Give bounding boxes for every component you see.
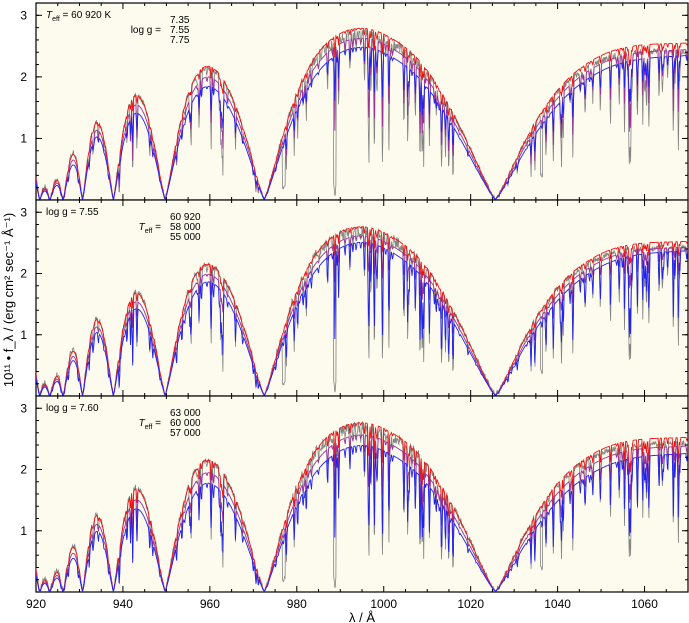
- x-tick-label: 980: [287, 597, 307, 611]
- y-tick-label: 3: [20, 8, 27, 22]
- legend-prefix: Teff =: [139, 222, 162, 235]
- panel-parameter-label: log g = 7.55: [46, 207, 99, 218]
- model-series-3: [36, 46, 688, 200]
- legend-entry: 57 000: [170, 428, 201, 439]
- model-series-2: [36, 434, 688, 592]
- y-tick-label: 3: [20, 401, 27, 415]
- x-tick-label: 920: [26, 597, 46, 611]
- x-tick-label: 1060: [631, 597, 658, 611]
- legend-entry: 60 000: [170, 418, 201, 429]
- legend-entry: 7.35: [170, 15, 190, 26]
- observed-spectrum: [36, 225, 688, 396]
- x-tick-label: 940: [113, 597, 133, 611]
- x-tick-label: 1000: [370, 597, 397, 611]
- plot-area: [36, 421, 688, 592]
- y-tick-label: 2: [20, 463, 27, 477]
- panel-parameter-label: Teff = 60 920 K: [46, 10, 112, 23]
- model-series-1: [36, 27, 688, 200]
- model-series-1: [36, 422, 688, 592]
- y-tick-label: 1: [20, 524, 27, 538]
- y-tick-label: 1: [20, 328, 27, 342]
- legend-prefix: log g =: [131, 25, 161, 36]
- plot-area: [36, 27, 688, 200]
- legend-entry: 58 000: [170, 222, 201, 233]
- y-tick-label: 2: [20, 70, 27, 84]
- observed-spectrum: [36, 421, 688, 592]
- legend-entry: 7.75: [170, 35, 190, 46]
- x-tick-labels: 920 940 960 980 1000 1020 1040 1060: [26, 597, 658, 611]
- x-tick-label: 1040: [544, 597, 571, 611]
- model-series-2: [36, 235, 688, 396]
- legend-entry: 60 920: [170, 212, 201, 223]
- legend-prefix: Teff =: [139, 418, 162, 431]
- x-tick-label: 1020: [457, 597, 484, 611]
- model-series-2: [36, 37, 688, 200]
- panels-layer: 1 2 3 Teff = 60 920 K log g = 7.357.557.75 1 2 3…: [20, 2, 689, 593]
- panel-1: 1 2 3 Teff = 60 920 K log g = 7.357.557.75: [20, 2, 689, 201]
- y-tick-label: 3: [20, 205, 27, 219]
- legend-entry: 7.55: [170, 25, 190, 36]
- model-series-3: [36, 445, 688, 592]
- x-axis-label: λ / Å: [349, 610, 375, 623]
- model-series-3: [36, 241, 688, 396]
- x-tick-label: 960: [200, 597, 220, 611]
- plot-area: [36, 225, 688, 396]
- y-axis-label: 10¹¹ • f_λ / (erg cm² sec⁻¹ Å⁻¹): [1, 213, 16, 387]
- observed-spectrum: [36, 29, 688, 200]
- y-tick-label: 2: [20, 267, 27, 281]
- legend-entry: 55 000: [170, 232, 201, 243]
- legend-entry: 63 000: [170, 408, 201, 419]
- y-tick-label: 1: [20, 131, 27, 145]
- panel-parameter-label: log g = 7.60: [46, 403, 99, 414]
- model-series-1: [36, 226, 688, 396]
